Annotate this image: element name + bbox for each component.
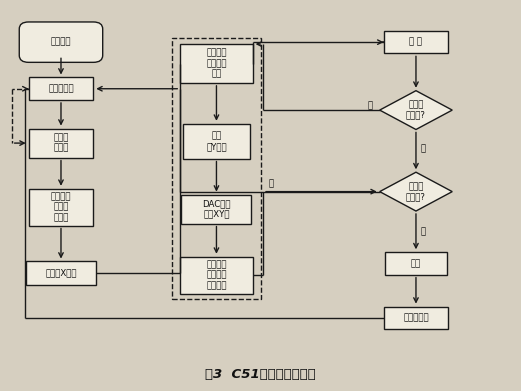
FancyBboxPatch shape — [383, 307, 449, 329]
Text: 延 时: 延 时 — [410, 38, 423, 47]
Polygon shape — [380, 91, 452, 129]
FancyBboxPatch shape — [183, 124, 250, 159]
Text: 锁存
（Y值）: 锁存 （Y值） — [206, 131, 227, 151]
Text: 锁存（X值）: 锁存（X值） — [45, 269, 77, 278]
Text: 第二个数
模转换器
送数转换: 第二个数 模转换器 送数转换 — [206, 260, 227, 290]
FancyBboxPatch shape — [385, 252, 447, 275]
Text: 读入图
形数据: 读入图 形数据 — [53, 133, 69, 153]
Text: 是否再
次显示?: 是否再 次显示? — [406, 182, 426, 201]
FancyBboxPatch shape — [383, 31, 449, 54]
Text: 程序开始: 程序开始 — [51, 38, 71, 47]
FancyBboxPatch shape — [181, 195, 252, 224]
FancyBboxPatch shape — [29, 77, 93, 100]
Text: 否: 否 — [420, 227, 425, 236]
Text: 图3  C51语音程序流程图: 图3 C51语音程序流程图 — [205, 368, 316, 380]
Text: 否: 否 — [368, 101, 373, 110]
Text: 是: 是 — [420, 144, 425, 153]
FancyBboxPatch shape — [26, 262, 96, 285]
FancyBboxPatch shape — [180, 256, 253, 294]
Text: 打开激光器: 打开激光器 — [48, 84, 74, 93]
FancyBboxPatch shape — [19, 22, 103, 62]
Polygon shape — [380, 172, 452, 211]
FancyBboxPatch shape — [29, 189, 93, 226]
Text: 选择第一
个数模
转换器: 选择第一 个数模 转换器 — [51, 192, 71, 222]
Text: 延时: 延时 — [411, 259, 421, 268]
FancyBboxPatch shape — [180, 44, 253, 83]
FancyBboxPatch shape — [29, 129, 93, 158]
Text: DAC同时
转换XY值: DAC同时 转换XY值 — [202, 199, 231, 219]
Text: 数据是
否输完?: 数据是 否输完? — [406, 100, 426, 120]
Text: 选择第二
个数模转
换器: 选择第二 个数模转 换器 — [206, 48, 227, 79]
Text: 打开激光器: 打开激光器 — [403, 313, 429, 322]
Text: 是: 是 — [268, 179, 274, 188]
